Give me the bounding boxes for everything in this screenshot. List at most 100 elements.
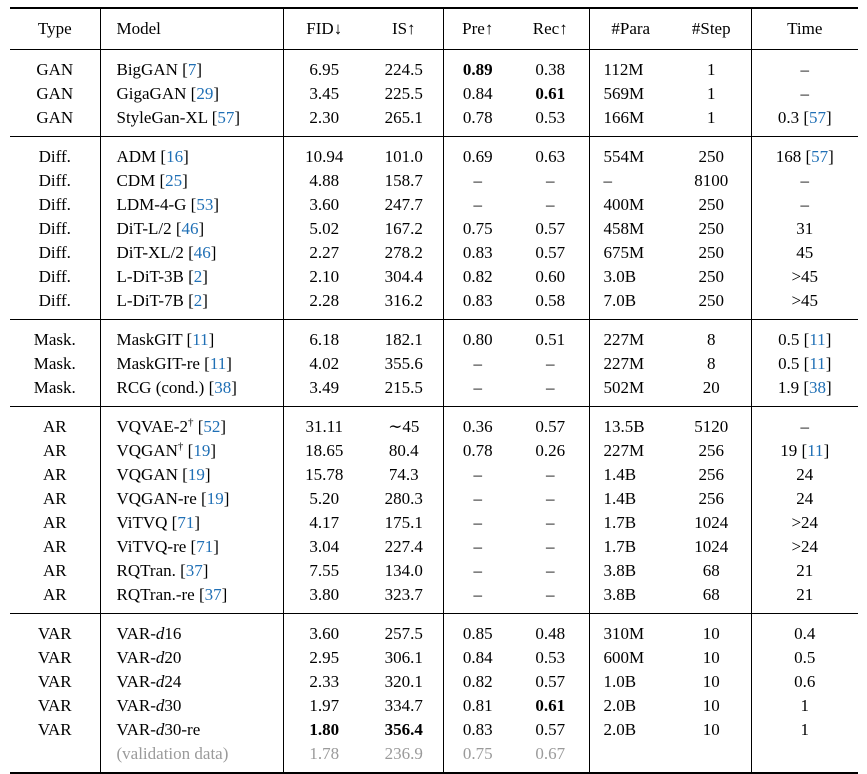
table-row: Mask. MaskGIT-re [11] 4.02 355.6– –227M 8 0.5 …	[10, 352, 858, 376]
cell-rec: 0.63	[512, 136, 590, 169]
cell-is: 134.0	[365, 559, 444, 583]
cell-time: 19 [11]	[780, 441, 830, 460]
cell-model: RCG (cond.) [38]	[100, 376, 284, 407]
citation-link[interactable]: 11	[209, 354, 227, 373]
cell-rec: 0.51	[512, 319, 590, 352]
citation-link[interactable]: 7	[187, 60, 197, 79]
cell-rec: –	[512, 559, 590, 583]
citation-link[interactable]: 53	[196, 195, 214, 214]
citation-link[interactable]: 71	[196, 537, 214, 556]
cell-step: 10	[672, 613, 752, 646]
table-group: Mask. MaskGIT [11] 6.18 182.1 0.80 0.51 227M 8 0…	[10, 319, 858, 407]
cell-step: 1024	[672, 535, 752, 559]
cell-type: GAN	[10, 106, 101, 137]
cell-para: 600M	[603, 648, 645, 667]
citation-link[interactable]: 38	[809, 378, 826, 397]
cell-para	[589, 742, 672, 773]
model-name: CDM	[116, 171, 156, 190]
cell-step: 8100	[672, 169, 752, 193]
cell-para: 3.8B	[603, 561, 637, 580]
citation-link[interactable]: 11	[192, 330, 209, 349]
citation-link[interactable]: 19	[187, 465, 205, 484]
cell-time: 21	[796, 561, 814, 580]
cell-rec: 0.48	[512, 613, 590, 646]
cell-fid: 2.27	[309, 243, 340, 262]
table-row: AR RQTran.-re [37] 3.80 323.7– –3.8B 68 21	[10, 583, 858, 614]
citation-link[interactable]: 19	[193, 441, 211, 460]
dagger-mark: †	[177, 440, 184, 453]
citation-link[interactable]: 46	[193, 243, 211, 262]
citation-link[interactable]: 46	[181, 219, 199, 238]
cell-para: 502M	[603, 378, 645, 397]
cell-rec: 0.58	[512, 289, 590, 320]
cell-model: MaskGIT-re [11]	[100, 352, 284, 376]
cell-model: VQVAE-2† [52]	[100, 406, 284, 439]
citation-link[interactable]: 38	[214, 378, 232, 397]
citation-link[interactable]: 57	[809, 108, 826, 127]
header-type: Type	[10, 8, 101, 50]
citation-link[interactable]: 37	[185, 561, 203, 580]
table-row: GAN StyleGan-XL [57] 2.30 265.1 0.78 0.53 166M…	[10, 106, 858, 137]
cell-step: 10	[672, 694, 752, 718]
cell-model: VAR-d24	[100, 670, 284, 694]
cell-pre: 0.75	[462, 219, 493, 238]
cell-model: MaskGIT [11]	[100, 319, 284, 352]
cell-pre: –	[473, 585, 483, 604]
cell-pre: 0.80	[462, 330, 493, 349]
citation-link[interactable]: 11	[807, 441, 824, 460]
cell-fid: 4.17	[309, 513, 340, 532]
citation-link[interactable]: 52	[203, 417, 221, 436]
cell-model: LDM-4-G [53]	[100, 193, 284, 217]
cell-fid: 2.10	[309, 267, 340, 286]
citation-link[interactable]: 57	[217, 108, 235, 127]
citation-link[interactable]: 2	[193, 291, 203, 310]
cell-time: 1	[800, 696, 810, 715]
model-depth: 20	[164, 648, 182, 667]
citation-link[interactable]: 29	[196, 84, 214, 103]
citation-link[interactable]: 37	[204, 585, 222, 604]
citation-link[interactable]: 71	[177, 513, 195, 532]
cell-fid: 10.94	[305, 147, 344, 166]
cell-time: 0.5 [11]	[778, 330, 832, 349]
cell-pre: –	[473, 513, 483, 532]
citation-link[interactable]: 11	[809, 330, 826, 349]
citation-link[interactable]: 2	[193, 267, 203, 286]
cell-step: 250	[672, 265, 752, 289]
cell-model: DiT-L/2 [46]	[100, 217, 284, 241]
cell-is: 355.6	[365, 352, 444, 376]
cell-para: 7.0B	[603, 291, 637, 310]
citation-link[interactable]: 16	[166, 147, 184, 166]
cell-model: RQTran.-re [37]	[100, 583, 284, 614]
model-name: VQGAN-re	[116, 489, 197, 508]
model-name: DiT-XL/2	[116, 243, 184, 262]
cell-para: 569M	[603, 84, 645, 103]
cell-step	[672, 742, 752, 773]
cell-is: 334.7	[365, 694, 444, 718]
model-name: L-DiT-7B	[116, 291, 184, 310]
header-rec: Rec↑	[512, 8, 590, 50]
cell-is: 320.1	[365, 670, 444, 694]
model-name: StyleGan-XL	[116, 108, 208, 127]
cell-rec: –	[512, 193, 590, 217]
cell-pre: –	[473, 465, 483, 484]
table-row: AR VQVAE-2† [52] 31.11 ∼45 0.36 0.57 13.5B 5120…	[10, 406, 858, 439]
model-depth: 30-re	[164, 720, 201, 739]
cell-fid: 3.49	[309, 378, 340, 397]
model-name: MaskGIT	[116, 330, 183, 349]
model-depth: 30	[164, 696, 182, 715]
cell-pre: 0.75	[462, 744, 493, 763]
cell-is: 80.4	[365, 439, 444, 463]
cell-pre: 0.84	[462, 648, 493, 667]
cell-is: 175.1	[365, 511, 444, 535]
model-depth-symbol: d	[155, 720, 165, 739]
citation-link[interactable]: 11	[809, 354, 826, 373]
cell-is: 225.5	[365, 82, 444, 106]
citation-link[interactable]: 19	[206, 489, 224, 508]
table-header: Type Model FID↓ IS↑ Pre↑ Rec↑ #Para #Ste…	[10, 8, 858, 50]
cell-model: VQGAN† [19]	[100, 439, 284, 463]
model-depth-symbol: d	[155, 624, 165, 643]
cell-step: 68	[672, 583, 752, 614]
citation-link[interactable]: 57	[811, 147, 829, 166]
cell-time: 1	[800, 720, 810, 739]
citation-link[interactable]: 25	[165, 171, 183, 190]
